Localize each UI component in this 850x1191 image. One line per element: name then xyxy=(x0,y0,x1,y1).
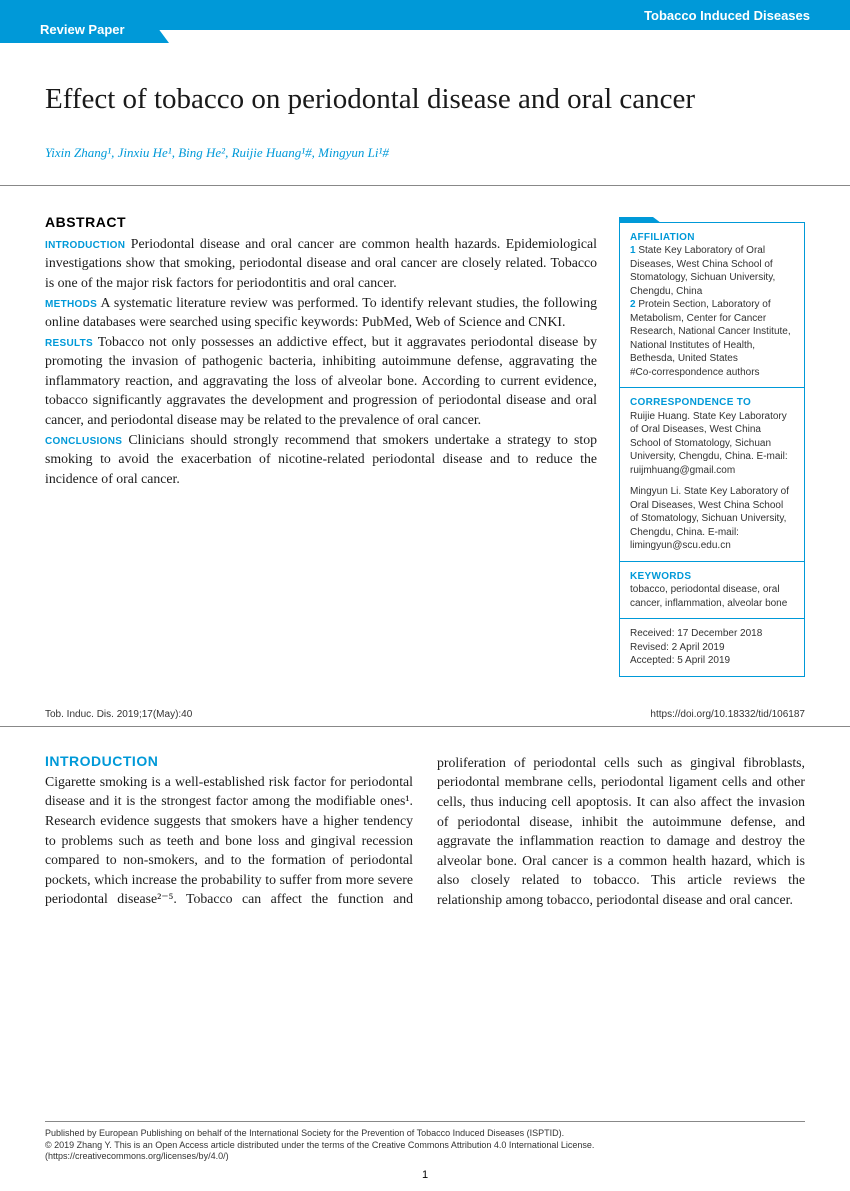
abstract-body: INTRODUCTION Periodontal disease and ora… xyxy=(45,234,597,489)
abs-conclusions-text: Clinicians should strongly recommend tha… xyxy=(45,432,597,486)
abs-methods-text: A systematic literature review was perfo… xyxy=(45,295,597,330)
top-banner: Review Paper Tobacco Induced Diseases xyxy=(0,0,850,30)
correspondence-2: Mingyun Li. State Key Laboratory of Oral… xyxy=(630,485,794,553)
accepted-date: Accepted: 5 April 2019 xyxy=(630,654,794,668)
footer: Published by European Publishing on beha… xyxy=(45,1121,805,1163)
abs-results-label: RESULTS xyxy=(45,338,93,349)
revised-date: Revised: 2 April 2019 xyxy=(630,641,794,655)
keywords-heading: KEYWORDS xyxy=(630,570,794,584)
abstract-heading: ABSTRACT xyxy=(45,214,597,230)
correspondence-heading: CORRESPONDENCE TO xyxy=(630,396,794,410)
sidebar-box: AFFILIATION 1 State Key Laboratory of Or… xyxy=(619,222,805,677)
review-paper-badge: Review Paper xyxy=(0,16,149,43)
citation-text: Tob. Induc. Dis. 2019;17(May):40 xyxy=(45,709,192,720)
abs-results-text: Tobacco not only possesses an addictive … xyxy=(45,334,597,427)
article-title: Effect of tobacco on periodontal disease… xyxy=(45,82,805,117)
title-block: Effect of tobacco on periodontal disease… xyxy=(0,30,850,131)
citation-line: Tob. Induc. Dis. 2019;17(May):40 https:/… xyxy=(0,699,850,727)
co-corr-note: #Co-correspondence authors xyxy=(630,366,794,380)
sidebar-tab-icon xyxy=(619,217,653,223)
abs-methods-label: METHODS xyxy=(45,299,97,310)
abstract-column: ABSTRACT INTRODUCTION Periodontal diseas… xyxy=(45,214,597,677)
doi-link[interactable]: https://doi.org/10.18332/tid/106187 xyxy=(650,709,805,720)
footer-line2: © 2019 Zhang Y. This is an Open Access a… xyxy=(45,1140,805,1152)
footer-line1: Published by European Publishing on beha… xyxy=(45,1128,805,1140)
affiliation-1: 1 State Key Laboratory of Oral Diseases,… xyxy=(630,244,794,298)
abs-intro-label: INTRODUCTION xyxy=(45,240,125,251)
page-number: 1 xyxy=(0,1169,850,1181)
received-date: Received: 17 December 2018 xyxy=(630,627,794,641)
authors-line: Yixin Zhang¹, Jinxiu He¹, Bing He², Ruij… xyxy=(0,131,850,186)
introduction-heading: INTRODUCTION xyxy=(45,753,413,769)
introduction-block: INTRODUCTION Cigarette smoking is a well… xyxy=(0,727,850,910)
affiliation-2: 2 Protein Section, Laboratory of Metabol… xyxy=(630,298,794,366)
abs-conclusions-label: CONCLUSIONS xyxy=(45,436,122,447)
keywords-text: tobacco, periodontal disease, oral cance… xyxy=(630,583,794,610)
footer-line3: (https://creativecommons.org/licenses/by… xyxy=(45,1151,805,1163)
correspondence-1: Ruijie Huang. State Key Laboratory of Or… xyxy=(630,410,794,478)
sidebar: AFFILIATION 1 State Key Laboratory of Or… xyxy=(619,214,805,677)
introduction-body: Cigarette smoking is a well-established … xyxy=(45,753,805,910)
journal-name: Tobacco Induced Diseases xyxy=(644,8,810,23)
affiliation-heading: AFFILIATION xyxy=(630,231,794,245)
main-block: ABSTRACT INTRODUCTION Periodontal diseas… xyxy=(0,186,850,677)
abs-intro-text: Periodontal disease and oral cancer are … xyxy=(45,236,597,290)
